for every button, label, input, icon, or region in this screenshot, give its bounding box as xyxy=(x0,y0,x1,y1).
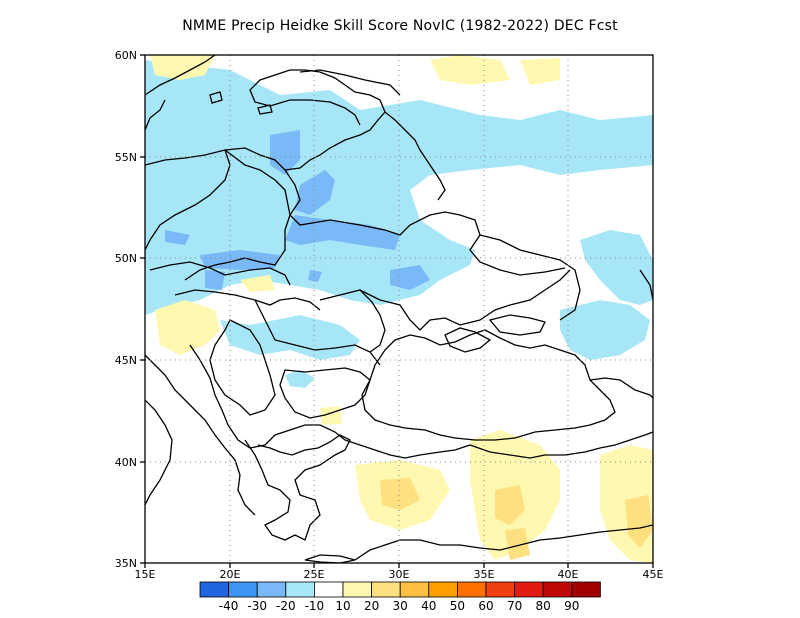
lat-tick-55n: 55N xyxy=(115,151,137,164)
lat-tick-50n: 50N xyxy=(115,252,137,265)
caucasus-border xyxy=(589,377,653,399)
colorbar-swatch xyxy=(199,581,230,598)
caspian-edge xyxy=(639,269,653,301)
moldova-border xyxy=(359,289,386,353)
colorbar-label: -20 xyxy=(276,599,296,613)
colorbar xyxy=(199,581,601,598)
sea-of-azov xyxy=(488,314,546,336)
map-title: NMME Precip Heidke Skill Score NovIC (19… xyxy=(182,18,618,34)
greece-coast xyxy=(244,434,351,541)
lat-tick-60n: 60N xyxy=(115,49,137,62)
island-saaremaa xyxy=(257,104,273,115)
black-sea xyxy=(361,329,616,441)
colorbar-swatch xyxy=(313,581,344,598)
map-outlines xyxy=(145,55,653,563)
colorbar-label: -40 xyxy=(219,599,239,613)
turkey-coast xyxy=(344,431,653,561)
tick-marks xyxy=(140,54,654,568)
colorbar-swatch xyxy=(485,581,516,598)
colorbar-swatch xyxy=(428,581,458,598)
gulf-of-finland xyxy=(299,69,401,96)
bulgaria-border xyxy=(279,367,371,419)
colorbar-label: 60 xyxy=(478,599,493,613)
poland-border xyxy=(145,149,291,281)
colorbar-label: 70 xyxy=(507,599,522,613)
lon-tick-labels: 15E 20E 25E 30E 35E 40E 45E xyxy=(135,568,664,581)
czech-slovak-border xyxy=(149,261,291,286)
lat-tick-labels: 35N 40N 45N 50N 55N 60N xyxy=(115,49,137,570)
belarus-border xyxy=(284,169,566,276)
colorbar-label: -30 xyxy=(247,599,267,613)
colorbar-swatch xyxy=(342,581,373,598)
crimea xyxy=(444,327,492,353)
colorbar-swatch xyxy=(542,581,573,598)
shaded-regions xyxy=(145,55,653,563)
lon-tick-40e: 40E xyxy=(558,568,579,581)
yellow-regions xyxy=(380,478,653,560)
lon-tick-35e: 35E xyxy=(474,568,495,581)
colorbar-swatch xyxy=(371,581,401,598)
russia-border-north xyxy=(384,111,446,201)
hungary-border xyxy=(174,289,321,311)
lat-tick-45n: 45N xyxy=(115,354,137,367)
turkey-southeast-border xyxy=(519,524,653,546)
adriatic-coast xyxy=(145,354,256,516)
lat-tick-35n: 35N xyxy=(115,557,137,570)
lon-tick-25e: 25E xyxy=(304,568,325,581)
colorbar-label: 30 xyxy=(393,599,408,613)
lon-tick-45e: 45E xyxy=(643,568,664,581)
colorbar-swatch xyxy=(399,581,430,598)
russia-ukraine-border xyxy=(479,234,581,321)
colorbar-labels: -40 -30 -20 -10 10 20 30 40 50 60 70 80 90 xyxy=(219,599,580,613)
serbia-border xyxy=(209,319,276,416)
island-gotland xyxy=(209,91,223,104)
colorbar-label: 40 xyxy=(421,599,436,613)
romania-border xyxy=(254,299,381,366)
colorbar-label: 90 xyxy=(564,599,579,613)
colorbar-swatch xyxy=(456,581,487,598)
lon-tick-15e: 15E xyxy=(135,568,156,581)
colorbar-label: -10 xyxy=(305,599,325,613)
colorbar-swatch xyxy=(256,581,287,598)
ukraine-south xyxy=(319,269,571,331)
colorbar-swatch xyxy=(571,581,601,598)
colorbar-swatch xyxy=(514,581,544,598)
colorbar-swatch xyxy=(228,581,258,598)
italy-east xyxy=(145,399,173,506)
colorbar-label: 50 xyxy=(450,599,465,613)
colorbar-label: 80 xyxy=(536,599,551,613)
lon-tick-30e: 30E xyxy=(389,568,410,581)
colorbar-label: 10 xyxy=(335,599,350,613)
lon-tick-20e: 20E xyxy=(220,568,241,581)
colorbar-label: 20 xyxy=(364,599,379,613)
crete xyxy=(304,554,356,563)
blue-regions xyxy=(165,130,430,290)
lat-tick-40n: 40N xyxy=(115,456,137,469)
colorbar-swatch xyxy=(285,581,315,598)
